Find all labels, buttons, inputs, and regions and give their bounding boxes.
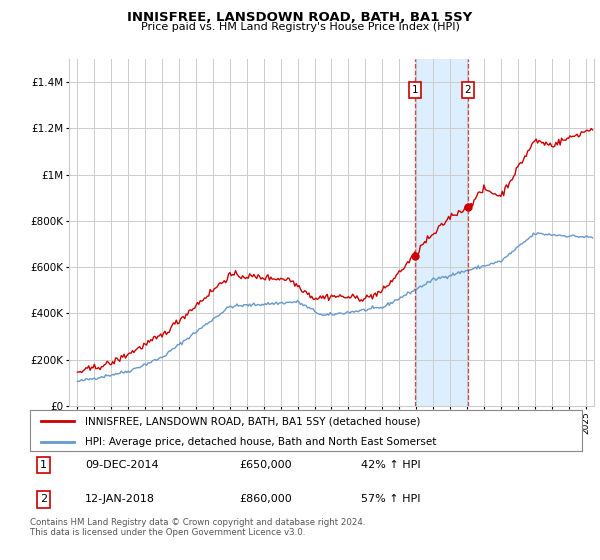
Text: 42% ↑ HPI: 42% ↑ HPI <box>361 460 421 470</box>
Text: INNISFREE, LANSDOWN ROAD, BATH, BA1 5SY (detached house): INNISFREE, LANSDOWN ROAD, BATH, BA1 5SY … <box>85 417 421 426</box>
Text: 12-JAN-2018: 12-JAN-2018 <box>85 494 155 505</box>
Bar <box>415 59 467 406</box>
Text: INNISFREE, LANSDOWN ROAD, BATH, BA1 5SY: INNISFREE, LANSDOWN ROAD, BATH, BA1 5SY <box>127 11 473 24</box>
Text: 2: 2 <box>40 494 47 505</box>
Text: 09-DEC-2014: 09-DEC-2014 <box>85 460 159 470</box>
Text: 1: 1 <box>40 460 47 470</box>
Text: Contains HM Land Registry data © Crown copyright and database right 2024.
This d: Contains HM Land Registry data © Crown c… <box>30 518 365 538</box>
Text: 2: 2 <box>464 85 471 95</box>
Text: 57% ↑ HPI: 57% ↑ HPI <box>361 494 421 505</box>
Text: HPI: Average price, detached house, Bath and North East Somerset: HPI: Average price, detached house, Bath… <box>85 437 437 447</box>
Text: 1: 1 <box>412 85 418 95</box>
Text: £650,000: £650,000 <box>240 460 292 470</box>
Text: Price paid vs. HM Land Registry's House Price Index (HPI): Price paid vs. HM Land Registry's House … <box>140 22 460 32</box>
Text: £860,000: £860,000 <box>240 494 293 505</box>
